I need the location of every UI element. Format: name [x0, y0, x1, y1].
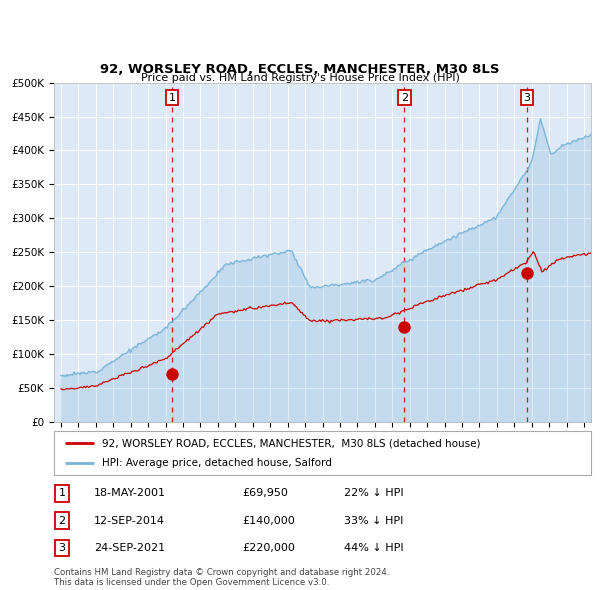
Text: 1: 1 — [59, 489, 65, 499]
Text: 3: 3 — [59, 543, 65, 553]
Text: 22% ↓ HPI: 22% ↓ HPI — [344, 489, 404, 499]
Text: 1: 1 — [169, 93, 176, 103]
Text: £140,000: £140,000 — [242, 516, 295, 526]
Text: 24-SEP-2021: 24-SEP-2021 — [94, 543, 166, 553]
Text: 92, WORSLEY ROAD, ECCLES, MANCHESTER, M30 8LS: 92, WORSLEY ROAD, ECCLES, MANCHESTER, M3… — [100, 63, 500, 76]
Text: 33% ↓ HPI: 33% ↓ HPI — [344, 516, 403, 526]
Text: 18-MAY-2001: 18-MAY-2001 — [94, 489, 166, 499]
Text: 44% ↓ HPI: 44% ↓ HPI — [344, 543, 404, 553]
Text: £220,000: £220,000 — [242, 543, 295, 553]
Text: 3: 3 — [524, 93, 530, 103]
Text: 2: 2 — [401, 93, 408, 103]
Text: Price paid vs. HM Land Registry's House Price Index (HPI): Price paid vs. HM Land Registry's House … — [140, 73, 460, 83]
Text: HPI: Average price, detached house, Salford: HPI: Average price, detached house, Salf… — [103, 458, 332, 467]
Text: 2: 2 — [58, 516, 65, 526]
Text: £69,950: £69,950 — [242, 489, 288, 499]
Text: Contains HM Land Registry data © Crown copyright and database right 2024.
This d: Contains HM Land Registry data © Crown c… — [54, 568, 389, 587]
Text: 92, WORSLEY ROAD, ECCLES, MANCHESTER,  M30 8LS (detached house): 92, WORSLEY ROAD, ECCLES, MANCHESTER, M3… — [103, 438, 481, 448]
Text: 12-SEP-2014: 12-SEP-2014 — [94, 516, 165, 526]
